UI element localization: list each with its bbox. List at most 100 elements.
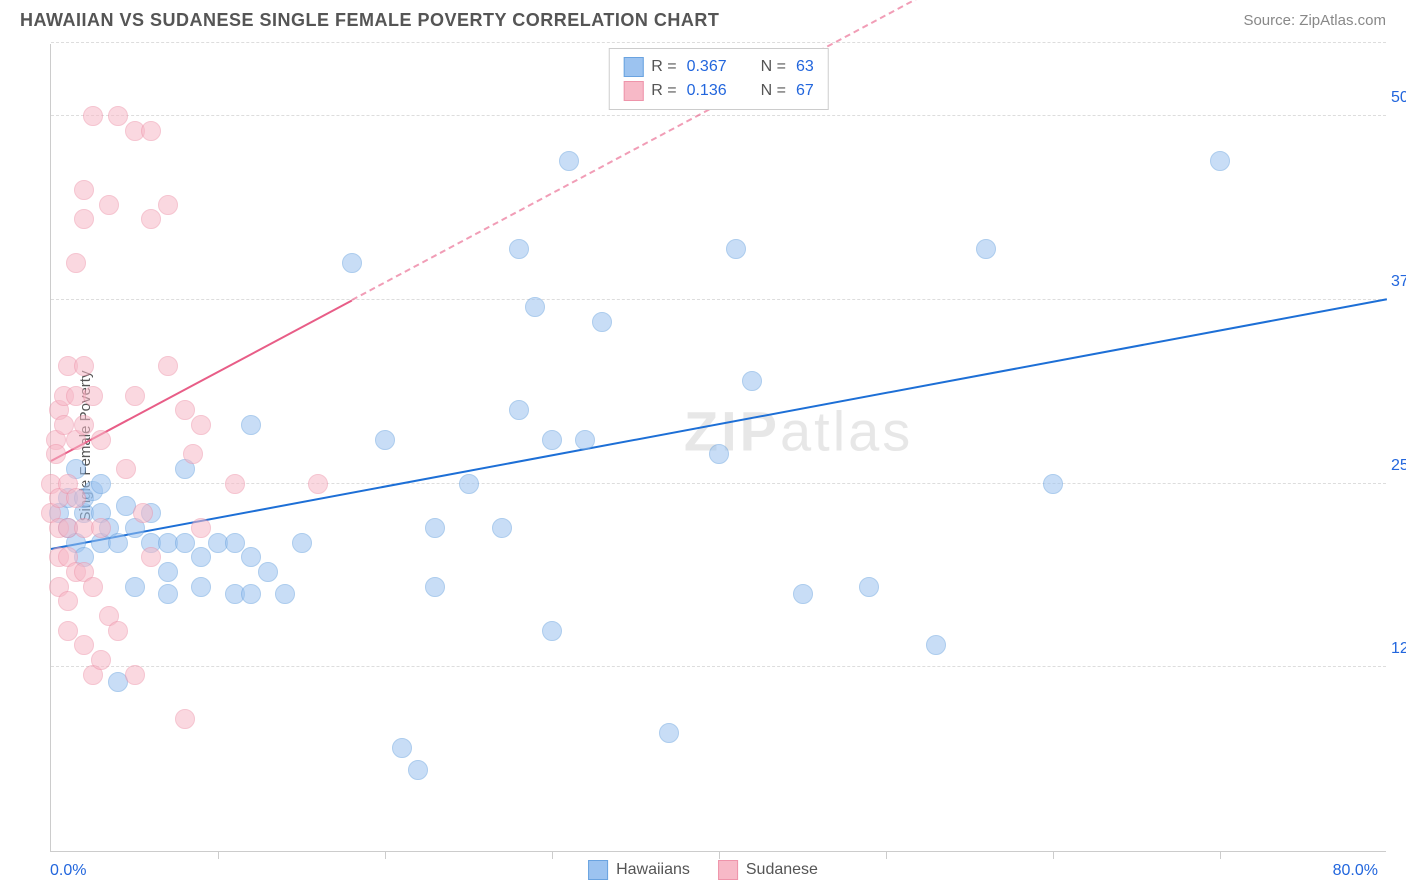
gridline-horizontal [51, 666, 1386, 667]
data-point-sudanese [125, 386, 145, 406]
data-point-hawaiians [575, 430, 595, 450]
data-point-hawaiians [158, 562, 178, 582]
data-point-sudanese [141, 209, 161, 229]
data-point-sudanese [225, 474, 245, 494]
chart-plot-area: ZIPatlas R =0.367N =63R =0.136N =67 12.5… [50, 44, 1386, 852]
data-point-hawaiians [275, 584, 295, 604]
data-point-sudanese [99, 195, 119, 215]
legend-r-value: 0.367 [687, 58, 727, 76]
data-point-sudanese [175, 400, 195, 420]
data-point-hawaiians [726, 239, 746, 259]
legend-swatch [623, 81, 643, 101]
data-point-hawaiians [408, 760, 428, 780]
data-point-sudanese [158, 195, 178, 215]
y-tick-label: 37.5% [1391, 273, 1406, 291]
data-point-hawaiians [225, 533, 245, 553]
y-tick-label: 25.0% [1391, 457, 1406, 475]
data-point-hawaiians [459, 474, 479, 494]
legend-n-value: 63 [796, 58, 814, 76]
data-point-hawaiians [241, 415, 261, 435]
data-point-hawaiians [191, 577, 211, 597]
gridline-horizontal [51, 483, 1386, 484]
x-tick [1053, 851, 1054, 859]
data-point-hawaiians [559, 151, 579, 171]
data-point-sudanese [74, 415, 94, 435]
x-tick [218, 851, 219, 859]
gridline-horizontal [51, 299, 1386, 300]
data-point-sudanese [74, 209, 94, 229]
legend-r-value: 0.136 [687, 82, 727, 100]
data-point-sudanese [46, 444, 66, 464]
data-point-sudanese [108, 621, 128, 641]
legend-swatch [588, 860, 608, 880]
data-point-hawaiians [241, 547, 261, 567]
data-point-hawaiians [709, 444, 729, 464]
data-point-hawaiians [542, 621, 562, 641]
data-point-hawaiians [425, 577, 445, 597]
data-point-hawaiians [1043, 474, 1063, 494]
data-point-hawaiians [926, 635, 946, 655]
legend-swatch [718, 860, 738, 880]
data-point-hawaiians [1210, 151, 1230, 171]
data-point-sudanese [91, 430, 111, 450]
legend-n-label: N = [761, 58, 786, 76]
data-point-sudanese [191, 518, 211, 538]
y-tick-label: 12.5% [1391, 640, 1406, 658]
data-point-hawaiians [241, 584, 261, 604]
data-point-sudanese [74, 356, 94, 376]
data-point-hawaiians [375, 430, 395, 450]
data-point-sudanese [66, 253, 86, 273]
x-tick [1220, 851, 1221, 859]
legend-n-label: N = [761, 82, 786, 100]
data-point-sudanese [58, 621, 78, 641]
data-point-sudanese [141, 547, 161, 567]
data-point-sudanese [58, 591, 78, 611]
legend-label: Hawaiians [616, 861, 690, 879]
data-point-hawaiians [509, 239, 529, 259]
data-point-hawaiians [542, 430, 562, 450]
gridline-horizontal [51, 115, 1386, 116]
data-point-hawaiians [525, 297, 545, 317]
regression-line-dashed-sudanese [351, 0, 1387, 301]
chart-title: HAWAIIAN VS SUDANESE SINGLE FEMALE POVER… [20, 10, 719, 31]
legend-item-hawaiians: Hawaiians [588, 860, 690, 880]
data-point-hawaiians [108, 533, 128, 553]
data-point-sudanese [125, 665, 145, 685]
data-point-sudanese [133, 503, 153, 523]
data-point-sudanese [308, 474, 328, 494]
legend-r-label: R = [651, 82, 676, 100]
x-tick [719, 851, 720, 859]
data-point-sudanese [175, 709, 195, 729]
data-point-sudanese [158, 356, 178, 376]
x-tick [385, 851, 386, 859]
data-point-sudanese [83, 577, 103, 597]
data-point-hawaiians [659, 723, 679, 743]
legend-top-row-hawaiians: R = 0.367 N = 63 [623, 55, 814, 79]
data-point-sudanese [183, 444, 203, 464]
data-point-hawaiians [292, 533, 312, 553]
data-point-sudanese [83, 386, 103, 406]
y-tick-label: 50.0% [1391, 89, 1406, 107]
data-point-hawaiians [392, 738, 412, 758]
legend-n-value: 67 [796, 82, 814, 100]
data-point-hawaiians [793, 584, 813, 604]
data-point-hawaiians [976, 239, 996, 259]
data-point-hawaiians [425, 518, 445, 538]
legend-label: Sudanese [746, 861, 818, 879]
data-point-sudanese [116, 459, 136, 479]
data-point-hawaiians [492, 518, 512, 538]
x-axis-max-label: 80.0% [1333, 862, 1378, 880]
x-tick [886, 851, 887, 859]
data-point-hawaiians [742, 371, 762, 391]
legend-series: Hawaiians Sudanese [588, 860, 818, 880]
x-axis-min-label: 0.0% [50, 862, 86, 880]
legend-r-label: R = [651, 58, 676, 76]
legend-correlation-box: R = 0.367 N = 63 R = 0.136 N = 67 [608, 48, 829, 110]
data-point-sudanese [66, 488, 86, 508]
data-point-hawaiians [258, 562, 278, 582]
data-point-sudanese [91, 650, 111, 670]
data-point-sudanese [108, 106, 128, 126]
data-point-hawaiians [342, 253, 362, 273]
legend-top-row-sudanese: R = 0.136 N = 67 [623, 79, 814, 103]
data-point-sudanese [141, 121, 161, 141]
